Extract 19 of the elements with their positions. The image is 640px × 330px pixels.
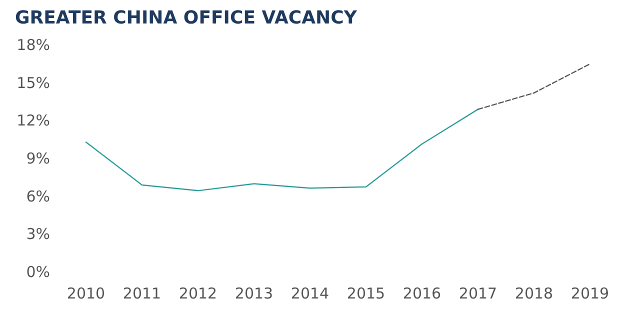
x-tick-label: 2010 xyxy=(66,284,106,302)
x-tick-label: 2018 xyxy=(514,284,554,302)
y-tick-label: 3% xyxy=(26,225,50,244)
x-tick-label: 2012 xyxy=(178,284,218,302)
y-tick-label: 18% xyxy=(16,36,50,54)
x-tick-label: 2013 xyxy=(234,284,274,302)
y-tick-label: 12% xyxy=(16,112,50,130)
x-tick-label: 2011 xyxy=(122,284,162,302)
x-tick-label: 2019 xyxy=(570,284,610,302)
x-tick-label: 2016 xyxy=(402,284,442,302)
x-tick-label: 2017 xyxy=(458,284,498,302)
y-tick-label: 9% xyxy=(26,150,50,168)
chart-title: GREATER CHINA OFFICE VACANCY xyxy=(15,8,358,28)
x-tick-label: 2015 xyxy=(346,284,386,302)
y-tick-label: 15% xyxy=(16,74,50,92)
x-tick-label: 2014 xyxy=(290,284,330,302)
y-tick-label: 0% xyxy=(26,263,50,281)
y-tick-label: 6% xyxy=(26,187,50,206)
line-series xyxy=(85,108,479,192)
